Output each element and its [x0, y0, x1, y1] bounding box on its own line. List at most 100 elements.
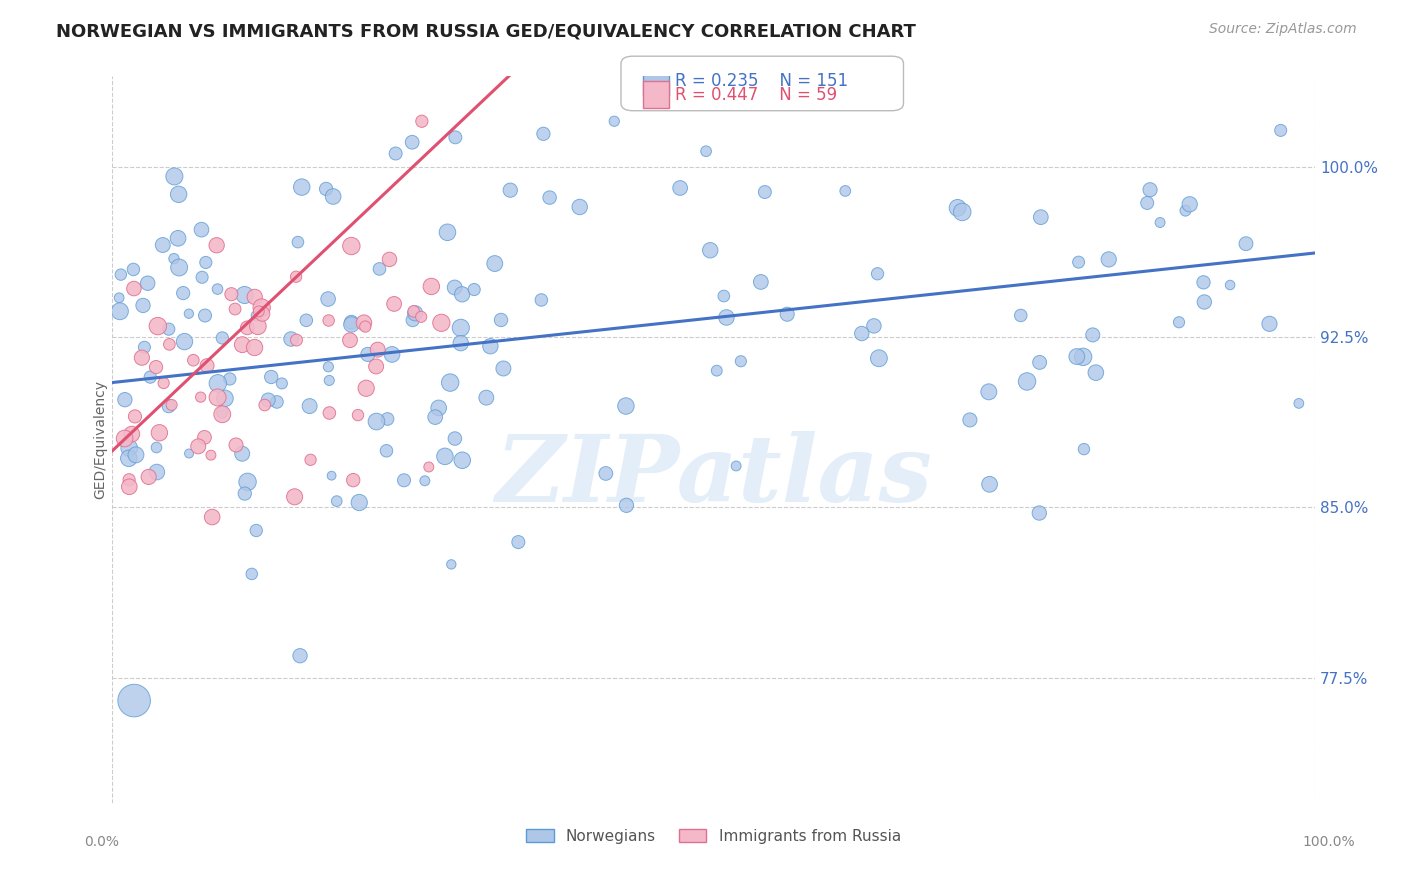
Point — [716, 310, 738, 325]
Point — [378, 252, 401, 267]
Point — [288, 648, 311, 663]
Point — [190, 222, 212, 236]
Point — [381, 347, 404, 361]
Point — [451, 287, 474, 301]
Point — [411, 310, 433, 324]
Point — [187, 439, 209, 453]
Point — [1178, 197, 1201, 211]
Point — [287, 235, 309, 249]
Point — [146, 319, 169, 334]
Point — [1081, 327, 1104, 342]
Point — [318, 359, 340, 374]
Point — [236, 321, 259, 335]
Point — [382, 297, 405, 311]
Point — [603, 114, 626, 128]
Point — [754, 185, 776, 199]
Point — [260, 370, 283, 384]
Point — [484, 256, 506, 270]
Point — [145, 360, 167, 375]
Point — [443, 280, 465, 294]
Point — [136, 276, 159, 290]
Point — [614, 399, 637, 413]
Point — [207, 282, 229, 296]
Point — [749, 275, 772, 289]
Point — [616, 498, 638, 512]
Point — [450, 336, 472, 351]
Point — [243, 290, 266, 304]
Point — [231, 447, 253, 461]
Point — [342, 473, 364, 487]
Point — [250, 301, 273, 315]
Point — [595, 467, 617, 481]
Point — [725, 458, 748, 473]
Point — [868, 351, 890, 366]
Point — [246, 319, 269, 334]
Point — [977, 384, 1000, 399]
Point — [1028, 506, 1050, 520]
Point — [177, 307, 200, 321]
Point — [1073, 442, 1095, 457]
Point — [318, 374, 340, 388]
Point — [243, 341, 266, 355]
Point — [152, 238, 174, 252]
Point — [444, 432, 467, 446]
Point — [531, 127, 554, 141]
Point — [669, 181, 692, 195]
Point — [1071, 350, 1094, 364]
Point — [205, 238, 228, 252]
Point — [173, 334, 195, 349]
Point — [508, 535, 530, 549]
Point — [160, 398, 183, 412]
Text: R = 0.235    N = 151: R = 0.235 N = 151 — [675, 72, 848, 90]
Point — [326, 494, 349, 508]
Point — [1270, 123, 1292, 137]
Point — [291, 180, 314, 194]
Point — [284, 490, 307, 504]
Point — [384, 146, 406, 161]
Point — [167, 187, 190, 202]
Point — [340, 239, 363, 253]
Point — [122, 262, 145, 277]
Point — [177, 446, 200, 460]
Point — [121, 427, 143, 442]
Point — [138, 470, 160, 484]
Point — [131, 351, 153, 365]
Point — [224, 301, 246, 316]
Point — [863, 318, 886, 333]
Point — [353, 316, 375, 330]
Point — [211, 405, 233, 419]
Point — [221, 287, 243, 301]
Point — [1029, 210, 1052, 224]
Point — [280, 332, 302, 346]
Point — [157, 337, 180, 351]
Point — [207, 376, 229, 391]
Point — [851, 326, 873, 341]
Point — [1219, 278, 1241, 293]
Point — [108, 304, 131, 318]
Point — [233, 288, 256, 302]
Point — [124, 409, 146, 424]
Text: NORWEGIAN VS IMMIGRANTS FROM RUSSIA GED/EQUIVALENCY CORRELATION CHART: NORWEGIAN VS IMMIGRANTS FROM RUSSIA GED/… — [56, 22, 917, 40]
Point — [866, 267, 889, 281]
Point — [433, 450, 456, 464]
Point — [108, 291, 131, 305]
Point — [713, 289, 735, 303]
Point — [354, 381, 377, 395]
Point — [191, 270, 214, 285]
Point — [1066, 350, 1088, 364]
Point — [245, 524, 267, 538]
Point — [118, 441, 141, 455]
Point — [211, 331, 233, 345]
Point — [1288, 396, 1310, 410]
Point — [285, 269, 308, 284]
Point — [1098, 252, 1121, 267]
Point — [439, 376, 461, 390]
Point — [1168, 315, 1191, 329]
Text: ZIPatlas: ZIPatlas — [495, 431, 932, 521]
Point — [298, 399, 321, 413]
Point — [240, 566, 263, 581]
Point — [492, 361, 515, 376]
Point — [366, 359, 388, 374]
Point — [114, 392, 136, 407]
Point — [730, 354, 752, 368]
